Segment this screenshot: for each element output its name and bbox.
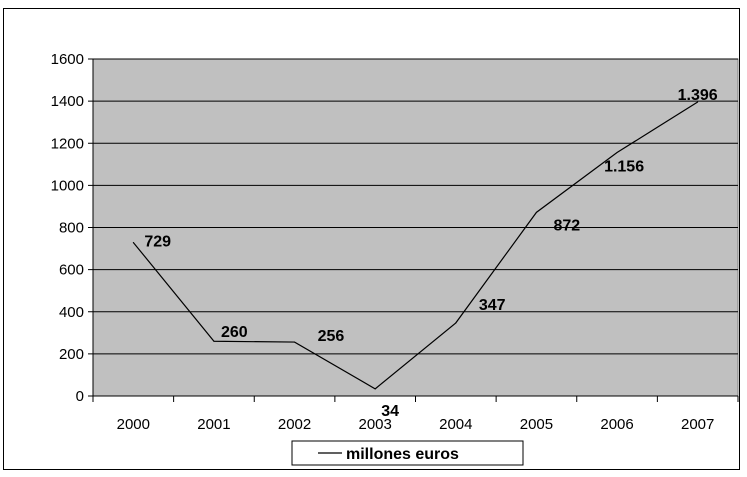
data-label: 347 — [479, 297, 506, 314]
y-tick-label: 400 — [59, 304, 84, 321]
data-point — [697, 101, 699, 103]
data-label: 729 — [144, 233, 171, 250]
x-axis: 2000 2001 2002 2003 2004 2005 2006 2007 — [92, 395, 739, 433]
y-tick-label: 600 — [59, 262, 84, 279]
data-label: 1.156 — [604, 159, 644, 176]
data-point — [616, 152, 618, 154]
data-point — [535, 211, 537, 213]
data-labels: 729 260 256 34 347 872 1.156 1.396 — [144, 87, 717, 420]
data-label: 256 — [318, 328, 345, 345]
x-tick-label: 2005 — [520, 416, 553, 433]
y-tick-label: 1200 — [51, 135, 84, 152]
x-tick-label: 2006 — [600, 416, 633, 433]
x-tick-label: 2000 — [117, 416, 150, 433]
data-point — [374, 388, 376, 390]
legend: millones euros — [291, 440, 524, 466]
data-label: 1.396 — [678, 87, 718, 104]
data-point — [455, 322, 457, 324]
x-tick-label: 2002 — [278, 416, 311, 433]
gridlines — [93, 58, 738, 355]
y-tick-label: 800 — [59, 220, 84, 237]
y-tick-label: 1400 — [51, 93, 84, 110]
series-line — [132, 101, 699, 390]
x-tick-label: 2003 — [359, 416, 392, 433]
data-point — [213, 340, 215, 342]
y-tick-label: 0 — [76, 388, 84, 405]
legend-label: millones euros — [346, 446, 459, 463]
y-axis: 0 200 400 600 800 1000 1200 1400 1600 — [51, 51, 94, 405]
data-label: 260 — [221, 324, 248, 341]
series-millones-euros — [132, 101, 699, 390]
data-label: 34 — [381, 403, 399, 420]
data-point — [294, 341, 296, 343]
x-tick-label: 2004 — [439, 416, 472, 433]
data-point — [132, 241, 134, 243]
y-tick-label: 1000 — [51, 177, 84, 194]
y-tick-label: 200 — [59, 346, 84, 363]
data-label: 872 — [553, 217, 580, 234]
x-tick-label: 2001 — [197, 416, 230, 433]
x-tick-label: 2007 — [681, 416, 714, 433]
y-tick-label: 1600 — [51, 51, 84, 68]
